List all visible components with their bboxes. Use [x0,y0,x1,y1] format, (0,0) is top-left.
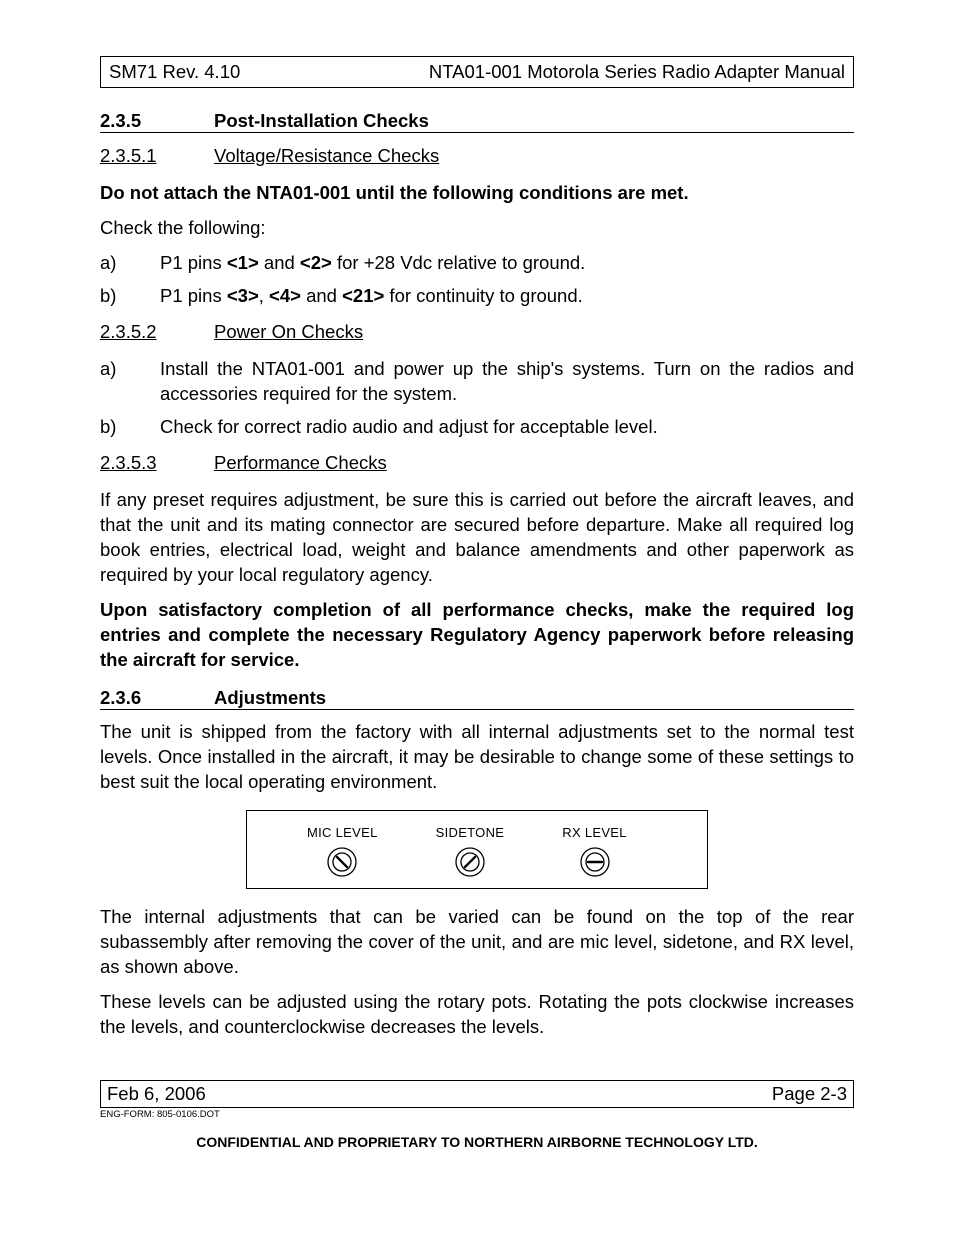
section-2-3-5: 2.3.5 Post-Installation Checks [100,110,854,133]
list-item: a) P1 pins <1> and <2> for +28 Vdc relat… [100,251,854,276]
subsection-number: 2.3.5.3 [100,452,214,474]
subsection-number: 2.3.5.2 [100,321,214,343]
footer-date: Feb 6, 2006 [107,1083,206,1105]
document-page: SM71 Rev. 4.10 NTA01-001 Motorola Series… [0,0,954,1235]
list-marker: b) [100,415,160,440]
confidential-notice: CONFIDENTIAL AND PROPRIETARY TO NORTHERN… [100,1134,854,1150]
section-title: Adjustments [214,687,326,709]
list-item: b) P1 pins <3>, <4> and <21> for continu… [100,284,854,309]
bold-body-text: Upon satisfactory completion of all perf… [100,598,854,673]
section-title: Post-Installation Checks [214,110,429,132]
pot-icon [326,846,358,878]
list-item: b) Check for correct radio audio and adj… [100,415,854,440]
text-run: for continuity to ground. [384,285,582,306]
pot-label: SIDETONE [436,825,505,840]
form-code: ENG-FORM: 805-0106.DOT [100,1109,854,1120]
rotary-pot: SIDETONE [436,825,505,878]
pin-ref: <3> [227,285,259,306]
text-run: , [259,285,269,306]
list-item: a) Install the NTA01-001 and power up th… [100,357,854,407]
adjustment-diagram: MIC LEVEL SIDETONE RX LEVEL [246,810,708,889]
pin-ref: <1> [227,252,259,273]
list-body: Install the NTA01-001 and power up the s… [160,357,854,407]
pot-label: RX LEVEL [562,825,627,840]
rotary-pot: RX LEVEL [562,825,627,878]
text-run: and [301,285,342,306]
body-text: If any preset requires adjustment, be su… [100,488,854,588]
body-text: The unit is shipped from the factory wit… [100,720,854,795]
list-body: P1 pins <3>, <4> and <21> for continuity… [160,284,854,309]
warning-text: Do not attach the NTA01-001 until the fo… [100,181,854,206]
pots-row: MIC LEVEL SIDETONE RX LEVEL [247,825,707,878]
section-2-3-6: 2.3.6 Adjustments [100,687,854,710]
list-marker: b) [100,284,160,309]
pin-ref: <4> [269,285,301,306]
subsection-2-3-5-2: 2.3.5.2 Power On Checks [100,321,854,343]
header-left: SM71 Rev. 4.10 [109,61,240,83]
subsection-title: Voltage/Resistance Checks [214,145,439,167]
list-body: P1 pins <1> and <2> for +28 Vdc relative… [160,251,854,276]
pot-icon [454,846,486,878]
text-run: P1 pins [160,285,227,306]
text-run: P1 pins [160,252,227,273]
pin-ref: <21> [342,285,384,306]
subsection-title: Power On Checks [214,321,363,343]
body-text: These levels can be adjusted using the r… [100,990,854,1040]
body-text: Check the following: [100,216,854,241]
list-body: Check for correct radio audio and adjust… [160,415,854,440]
subsection-number: 2.3.5.1 [100,145,214,167]
text-run: for +28 Vdc relative to ground. [332,252,586,273]
subsection-title: Performance Checks [214,452,387,474]
rotary-pot: MIC LEVEL [307,825,378,878]
list-marker: a) [100,357,160,407]
pot-icon [579,846,611,878]
section-number: 2.3.5 [100,110,214,132]
pot-label: MIC LEVEL [307,825,378,840]
header-right: NTA01-001 Motorola Series Radio Adapter … [429,61,845,83]
subsection-2-3-5-1: 2.3.5.1 Voltage/Resistance Checks [100,145,854,167]
header-box: SM71 Rev. 4.10 NTA01-001 Motorola Series… [100,56,854,88]
section-number: 2.3.6 [100,687,214,709]
body-text: The internal adjustments that can be var… [100,905,854,980]
list-marker: a) [100,251,160,276]
text-run: and [259,252,300,273]
subsection-2-3-5-3: 2.3.5.3 Performance Checks [100,452,854,474]
pin-ref: <2> [300,252,332,273]
footer-page: Page 2-3 [772,1083,847,1105]
footer-box: Feb 6, 2006 Page 2-3 [100,1080,854,1108]
